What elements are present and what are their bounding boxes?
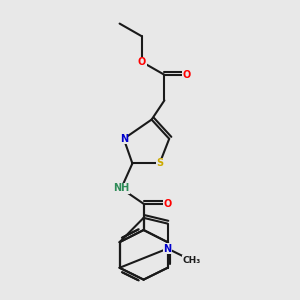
Text: CH₃: CH₃	[182, 256, 201, 265]
Text: N: N	[164, 244, 172, 254]
Text: O: O	[164, 199, 172, 209]
Text: S: S	[156, 158, 163, 168]
Text: O: O	[183, 70, 191, 80]
Text: N: N	[120, 134, 128, 144]
Text: NH: NH	[113, 183, 129, 194]
Text: O: O	[138, 57, 146, 67]
